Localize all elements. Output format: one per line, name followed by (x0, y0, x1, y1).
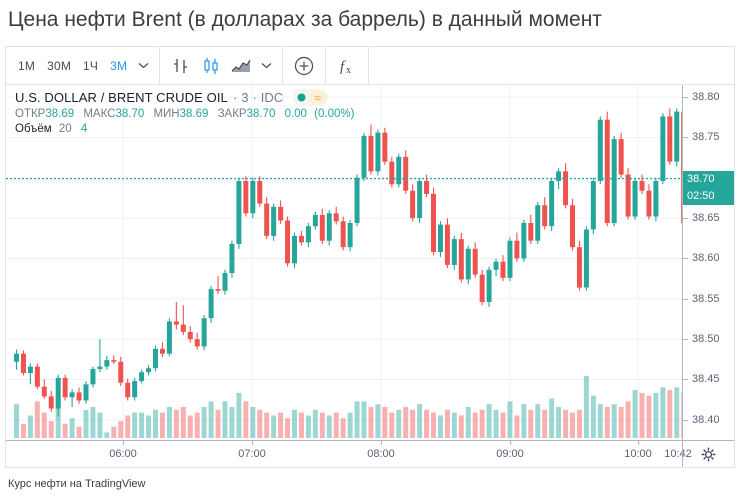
area-chart-icon[interactable] (226, 47, 256, 85)
price-tick (683, 419, 688, 421)
price-tick (683, 137, 688, 139)
grid-layer (6, 85, 682, 440)
ohlc-open-value: 38.69 (45, 108, 75, 120)
time-axis-label: 09:00 (496, 448, 524, 460)
toolbar-separator-2 (282, 46, 284, 85)
formula-fx-icon[interactable]: f x (332, 47, 362, 85)
chart-type-group (160, 47, 282, 85)
volume-series (14, 376, 682, 438)
page-title: Цена нефти Brent (в долларах за баррель)… (8, 8, 602, 31)
time-tick (510, 441, 511, 445)
chevron-down-icon[interactable] (133, 47, 153, 85)
chart-settings-button[interactable] (682, 440, 734, 467)
ohlc-high-label: МАКС (83, 108, 116, 120)
toolbar-separator-3 (325, 46, 327, 85)
legend-status-badge[interactable]: ≈ (292, 89, 329, 106)
time-axis-label: 10:42 (664, 448, 692, 460)
ohlc-open-label: ОТКР (15, 108, 46, 120)
price-axis-label: 38.80 (692, 91, 720, 104)
resolution-group: 1М 30М 1Ч 3М (6, 47, 159, 85)
ohlc-close-label: ЗАКР (217, 108, 247, 120)
current-price-line (6, 177, 682, 180)
time-axis-label: 08:00 (367, 448, 395, 460)
price-axis[interactable]: 38.40 38.45 38.50 38.55 38.60 38.65 38.70 38.75… (682, 85, 734, 440)
time-tick (123, 441, 124, 445)
time-axis-label: 07:00 (238, 448, 266, 460)
time-axis-label: 10:00 (624, 448, 652, 460)
legend-interval: 3 (241, 90, 249, 105)
candlestick-series (14, 108, 682, 417)
price-tick (683, 258, 688, 260)
svg-text:x: x (346, 65, 351, 76)
candlestick-icon[interactable] (196, 47, 226, 85)
price-axis-label: 38.45 (692, 373, 720, 386)
price-tick (683, 339, 688, 341)
ohlc-low-label: МИН (153, 108, 180, 120)
ohlc-change-percent: (0.00%) (314, 108, 355, 120)
volume-label[interactable]: Объём (15, 123, 52, 135)
price-axis-label: 38.65 (692, 212, 720, 225)
market-open-dot-icon (294, 90, 309, 105)
ohlc-low-value: 38.69 (179, 108, 209, 120)
indicator-group (283, 47, 325, 85)
time-axis[interactable]: 06:00 07:00 08:00 09:00 10:00 10:42 (6, 440, 692, 467)
resolution-30m[interactable]: 30М (47, 58, 72, 73)
time-axis-label: 06:00 (109, 448, 137, 460)
volume-period: 20 (58, 123, 72, 135)
price-axis-label: 38.50 (692, 333, 720, 346)
chart-widget: 1М 30М 1Ч 3М (5, 46, 735, 468)
legend-title-row: U.S. DOLLAR / BRENT CRUDE OIL · 3 · IDC … (15, 89, 354, 106)
countdown-badge[interactable]: 02:50 (683, 187, 734, 205)
bar-chart-icon[interactable] (166, 47, 196, 85)
price-tick (683, 97, 688, 99)
toolbar-separator-4 (368, 46, 370, 85)
time-tick (381, 441, 382, 445)
current-price-badge[interactable]: 38.70 (683, 170, 734, 188)
price-tick (683, 379, 688, 381)
price-axis-label: 38.40 (692, 413, 720, 426)
chart-toolbar: 1М 30М 1Ч 3М (6, 46, 734, 85)
price-axis-label: 38.75 (692, 131, 720, 144)
legend-volume-row: Объём 20 4 (15, 123, 354, 135)
ohlc-close-value: 38.70 (246, 108, 276, 120)
price-axis-label: 38.60 (692, 252, 720, 265)
toolbar-separator-1 (159, 46, 161, 85)
legend-symbol[interactable]: U.S. DOLLAR / BRENT CRUDE OIL (15, 90, 228, 105)
price-tick (683, 218, 688, 220)
legend-sep-2: · (252, 90, 257, 105)
chart-body: U.S. DOLLAR / BRENT CRUDE OIL · 3 · IDC … (6, 85, 734, 467)
formula-group: f x (326, 47, 368, 85)
time-tick (638, 441, 639, 445)
delayed-data-wave-icon: ≈ (309, 90, 327, 105)
legend-ohlc-row: ОТКР38.69 МАКС38.70 МИН38.69 ЗАКР38.70 0… (15, 108, 354, 120)
chart-caption: Курс нефти на TradingView (8, 478, 146, 490)
legend-exchange: IDC (260, 90, 284, 105)
time-tick (252, 441, 253, 445)
resolution-1m[interactable]: 1М (18, 58, 36, 73)
add-indicator-icon[interactable] (289, 47, 319, 85)
price-tick (683, 298, 688, 300)
chart-legend: U.S. DOLLAR / BRENT CRUDE OIL · 3 · IDC … (15, 89, 354, 135)
chevron-down-icon-2[interactable] (256, 47, 276, 85)
resolution-1h[interactable]: 1Ч (83, 58, 99, 73)
gear-icon (701, 447, 716, 461)
chart-plot-area[interactable]: U.S. DOLLAR / BRENT CRUDE OIL · 3 · IDC … (6, 85, 682, 440)
resolution-3m[interactable]: 3М (110, 58, 128, 73)
ohlc-high-value: 38.70 (115, 108, 145, 120)
ohlc-change: 0.00 (284, 108, 307, 120)
legend-sep-1: · (232, 90, 238, 105)
svg-text:f: f (340, 59, 346, 75)
price-axis-label: 38.55 (692, 292, 720, 305)
volume-value: 4 (80, 123, 88, 135)
